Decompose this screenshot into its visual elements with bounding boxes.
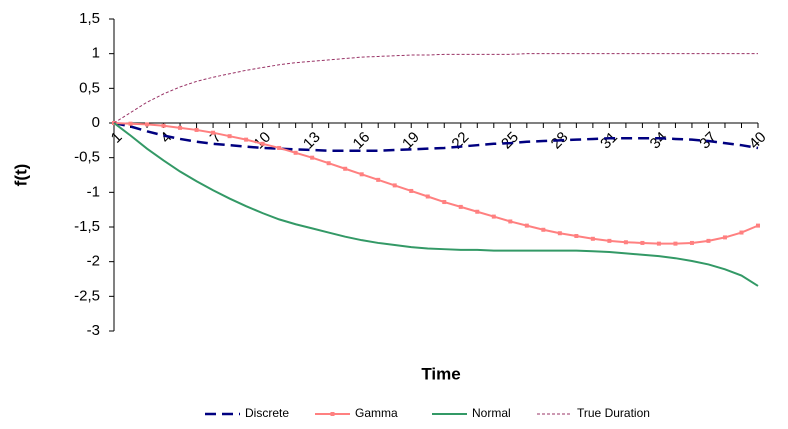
y-tick-label: 1,5: [79, 10, 100, 27]
marker: [128, 121, 133, 126]
marker: [359, 172, 364, 177]
marker: [739, 230, 744, 235]
x-tick-label: 34: [647, 129, 671, 153]
marker: [541, 227, 546, 232]
marker: [557, 231, 562, 236]
legend-label: Gamma: [355, 406, 398, 420]
marker: [475, 209, 480, 214]
marker: [508, 219, 513, 224]
marker: [689, 240, 694, 245]
legend-label: Normal: [472, 406, 511, 420]
marker: [260, 141, 265, 146]
marker: [326, 161, 331, 166]
x-tick-label: 22: [449, 129, 473, 153]
marker: [756, 223, 760, 228]
marker: [491, 214, 496, 219]
y-tick-label: -0,5: [74, 149, 100, 166]
marker: [706, 238, 711, 243]
legend-marker: [330, 412, 335, 416]
marker: [607, 238, 612, 243]
marker: [656, 241, 661, 246]
marker: [392, 183, 397, 188]
marker: [343, 166, 348, 171]
marker: [194, 127, 199, 132]
x-tick-label: 1: [108, 129, 126, 147]
marker: [161, 123, 166, 128]
y-tick-label: 0,5: [79, 79, 100, 96]
x-axis-title: Time: [421, 364, 460, 383]
y-tick-label: -1,5: [74, 218, 100, 235]
x-tick-label: 31: [597, 129, 621, 153]
series-line: [113, 122, 759, 287]
marker: [673, 241, 678, 246]
marker: [244, 137, 249, 142]
marker: [722, 235, 727, 240]
y-tick-label: 1: [92, 45, 100, 62]
series-line: [113, 121, 759, 152]
y-tick-label: -2,5: [74, 287, 100, 304]
marker: [145, 122, 150, 127]
marker: [425, 194, 430, 199]
marker: [458, 204, 463, 209]
y-tick-label: 0: [92, 114, 100, 131]
legend-label: True Duration: [577, 406, 650, 420]
marker: [376, 177, 381, 182]
y-tick-label: -3: [87, 322, 100, 339]
marker: [211, 130, 216, 135]
marker: [623, 240, 628, 245]
marker: [277, 145, 282, 150]
marker: [442, 200, 447, 205]
y-tick-label: -1: [87, 183, 100, 200]
x-tick-label: 16: [350, 129, 374, 153]
y-tick-label: -2: [87, 253, 100, 270]
marker: [178, 125, 183, 130]
y-axis-title: f(t): [11, 164, 30, 187]
legend-label: Discrete: [245, 406, 289, 420]
series-line: [113, 122, 759, 245]
marker: [310, 155, 315, 160]
marker: [640, 240, 645, 245]
x-tick-label: 25: [498, 129, 522, 153]
marker: [409, 188, 414, 193]
series-line: [113, 53, 758, 124]
marker: [293, 150, 298, 155]
marker: [590, 236, 595, 241]
marker: [524, 223, 529, 228]
marker: [574, 234, 579, 239]
marker: [227, 134, 232, 139]
